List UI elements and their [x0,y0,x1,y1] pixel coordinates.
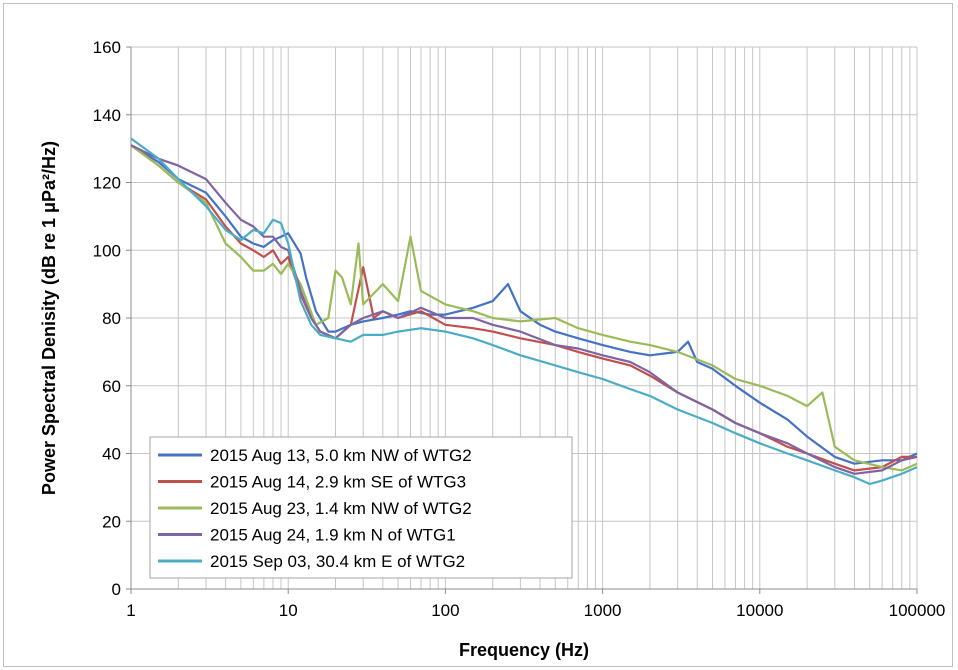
legend-label-2: 2015 Aug 14, 2.9 km SE of WTG3 [210,473,466,492]
x-tick-label: 10000 [736,601,783,620]
series-line-3 [130,144,918,472]
y-tick-label: 60 [102,377,121,396]
y-tick-label: 80 [102,309,121,328]
series-line-5 [130,137,918,486]
x-tick-label: 100000 [889,601,946,620]
y-tick-label: 0 [112,580,121,599]
series-line-2 [130,144,917,472]
x-tick-label: 1 [126,601,135,620]
legend-label-1: 2015 Aug 13, 5.0 km NW of WTG2 [210,446,472,465]
x-tick-labels: 1 10 100 1000 10000 100000 [126,589,945,620]
y-axis-title: Power Spectral Denisity (dB re 1 μPa²/Hz… [39,141,59,495]
legend-box [149,436,573,579]
y-tick-label: 160 [93,38,121,57]
legend-label-5: 2015 Sep 03, 30.4 km E of WTG2 [210,552,465,571]
series-line-4 [130,144,918,475]
y-tick-labels: 0 20 40 60 80 100 120 140 160 [93,38,131,599]
y-tick-label: 20 [102,512,121,531]
y-tick-label: 140 [93,106,121,125]
y-tick-label: 120 [93,174,121,193]
y-tick-label: 40 [102,445,121,464]
series-lines [130,137,918,486]
legend: 2015 Aug 13, 5.0 km NW of WTG2 2015 Aug 1… [149,436,573,579]
x-tick-label: 10 [279,601,298,620]
series-line-1 [130,144,918,465]
x-tick-label: 100 [431,601,459,620]
x-tick-label: 1000 [584,601,622,620]
legend-label-3: 2015 Aug 23, 1.4 km NW of WTG2 [210,499,472,518]
x-axis-title: Frequency (Hz) [459,640,589,660]
legend-label-4: 2015 Aug 24, 1.9 km N of WTG1 [210,526,456,545]
y-tick-label: 100 [93,241,121,260]
